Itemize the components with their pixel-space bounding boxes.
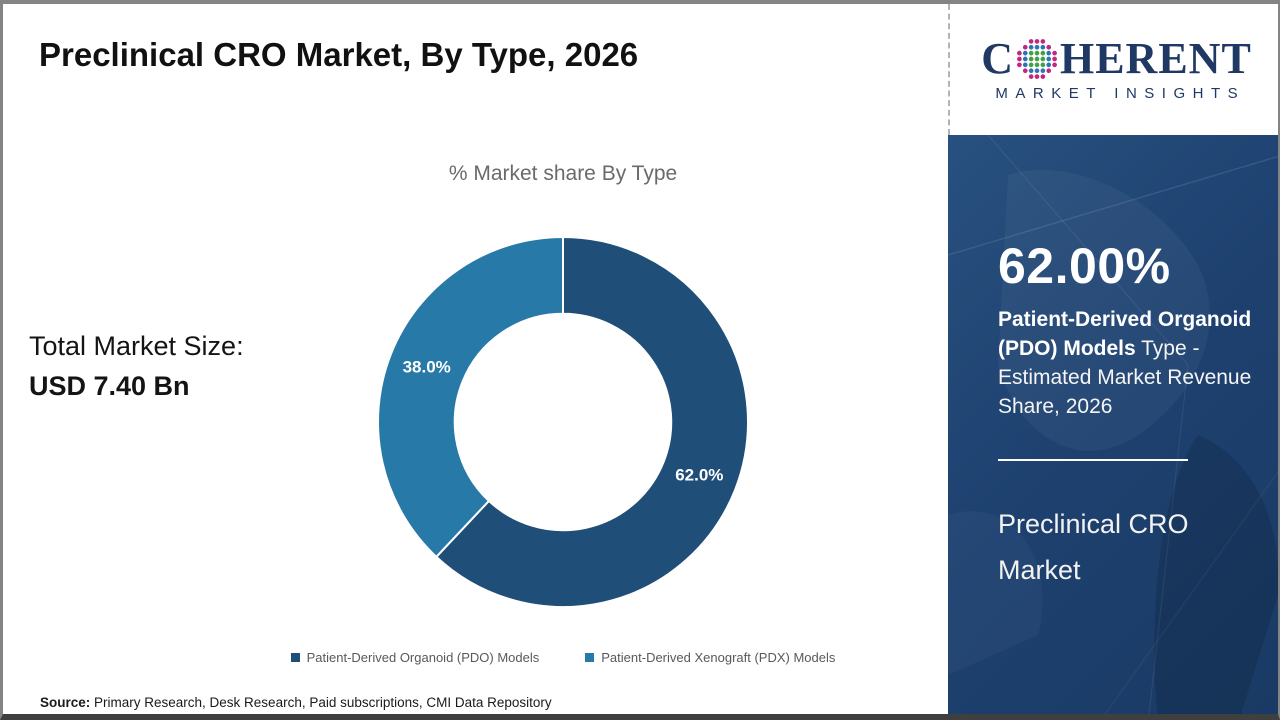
legend-marker-icon — [585, 653, 595, 662]
legend-item: Patient-Derived Organoid (PDO) Models — [290, 650, 540, 665]
globe-dot — [1017, 56, 1022, 62]
sidebar-content: 62.00% Patient-Derived Organoid (PDO) Mo… — [948, 135, 1278, 593]
page-title: Preclinical CRO Market, By Type, 2026 — [39, 36, 639, 73]
globe-dot — [1046, 56, 1052, 62]
donut-slice — [434, 235, 749, 608]
logo-wordmark: C HERENT — [981, 37, 1252, 81]
world-map-texture — [948, 135, 1278, 714]
donut-slice — [377, 235, 564, 559]
highlight-description: Patient-Derived Organoid (PDO) Models Ty… — [998, 305, 1253, 421]
globe-dot — [1028, 44, 1034, 50]
globe-dot — [1028, 74, 1034, 79]
globe-dot — [1040, 44, 1046, 50]
globe-dot — [1034, 44, 1040, 50]
globe-dot — [1022, 68, 1028, 74]
globe-dot — [1052, 50, 1057, 56]
highlight-sidebar: 62.00% Patient-Derived Organoid (PDO) Mo… — [948, 135, 1278, 714]
legend-label: Patient-Derived Xenograft (PDX) Models — [601, 650, 836, 665]
globe-dot — [1028, 56, 1034, 62]
donut-data-label: 62.0% — [675, 465, 723, 484]
globe-dot — [1040, 62, 1046, 68]
highlight-description-bold: Patient-Derived Organoid (PDO) Models — [998, 308, 1252, 360]
total-market-size-label: Total Market Size: — [29, 331, 244, 361]
globe-dot — [1046, 68, 1052, 74]
globe-dot — [1040, 50, 1046, 56]
logo-letter-c: C — [981, 34, 1014, 83]
globe-dot — [1034, 62, 1040, 68]
sidebar-market-name: Preclinical CRO Market — [998, 509, 1189, 585]
dotted-globe-icon — [1017, 39, 1057, 79]
chart-legend: Patient-Derived Organoid (PDO) Models Pat… — [163, 650, 963, 665]
legend-item: Patient-Derived Xenograft (PDX) Models — [585, 650, 835, 665]
globe-dot — [1022, 56, 1028, 62]
globe-dot — [1022, 50, 1028, 56]
legend-marker-icon — [290, 653, 300, 662]
globe-dot — [1052, 62, 1057, 68]
donut-data-label: 38.0% — [403, 358, 451, 377]
globe-dot — [1034, 74, 1040, 79]
source-label: Source: — [40, 695, 91, 710]
globe-dot — [1028, 68, 1034, 74]
globe-dot — [1017, 62, 1022, 68]
globe-dot — [1040, 74, 1046, 79]
globe-dot — [1028, 62, 1034, 68]
globe-dot — [1046, 44, 1052, 50]
globe-dot — [1046, 62, 1052, 68]
globe-dot — [1052, 56, 1057, 62]
globe-dot — [1034, 50, 1040, 56]
globe-dot — [1034, 39, 1040, 44]
globe-dot — [1034, 68, 1040, 74]
globe-dot — [1022, 62, 1028, 68]
globe-dot — [1028, 39, 1034, 44]
globe-dot — [1040, 39, 1046, 44]
logo-subtitle: MARKET INSIGHTS — [995, 85, 1246, 102]
globe-dot — [1022, 44, 1028, 50]
chart-title: % Market share By Type — [448, 162, 678, 185]
globe-dot — [1040, 56, 1046, 62]
globe-dot — [1028, 50, 1034, 56]
sidebar-divider — [998, 459, 1188, 461]
total-market-size-block: Total Market Size: USD 7.40 Bn — [29, 326, 244, 406]
globe-dot — [1046, 50, 1052, 56]
globe-dot — [1017, 50, 1022, 56]
globe-dot — [1040, 68, 1046, 74]
donut-chart: 62.0% 38.0% — [377, 235, 749, 608]
coherent-logo: C HERENT MARKET INSIGHTS — [948, 4, 1278, 135]
highlight-percentage: 62.00% — [998, 238, 1171, 294]
total-market-size-value: USD 7.40 Bn — [29, 371, 190, 401]
highlight-description-rest: Type - Estimated Market Revenue Share, 2… — [998, 337, 1252, 418]
source-line: Source: Primary Research, Desk Research,… — [40, 695, 552, 710]
source-text: Primary Research, Desk Research, Paid su… — [90, 695, 552, 710]
legend-label: Patient-Derived Organoid (PDO) Models — [306, 650, 540, 665]
globe-dot — [1034, 56, 1040, 62]
logo-letters-herent: HERENT — [1059, 34, 1252, 83]
